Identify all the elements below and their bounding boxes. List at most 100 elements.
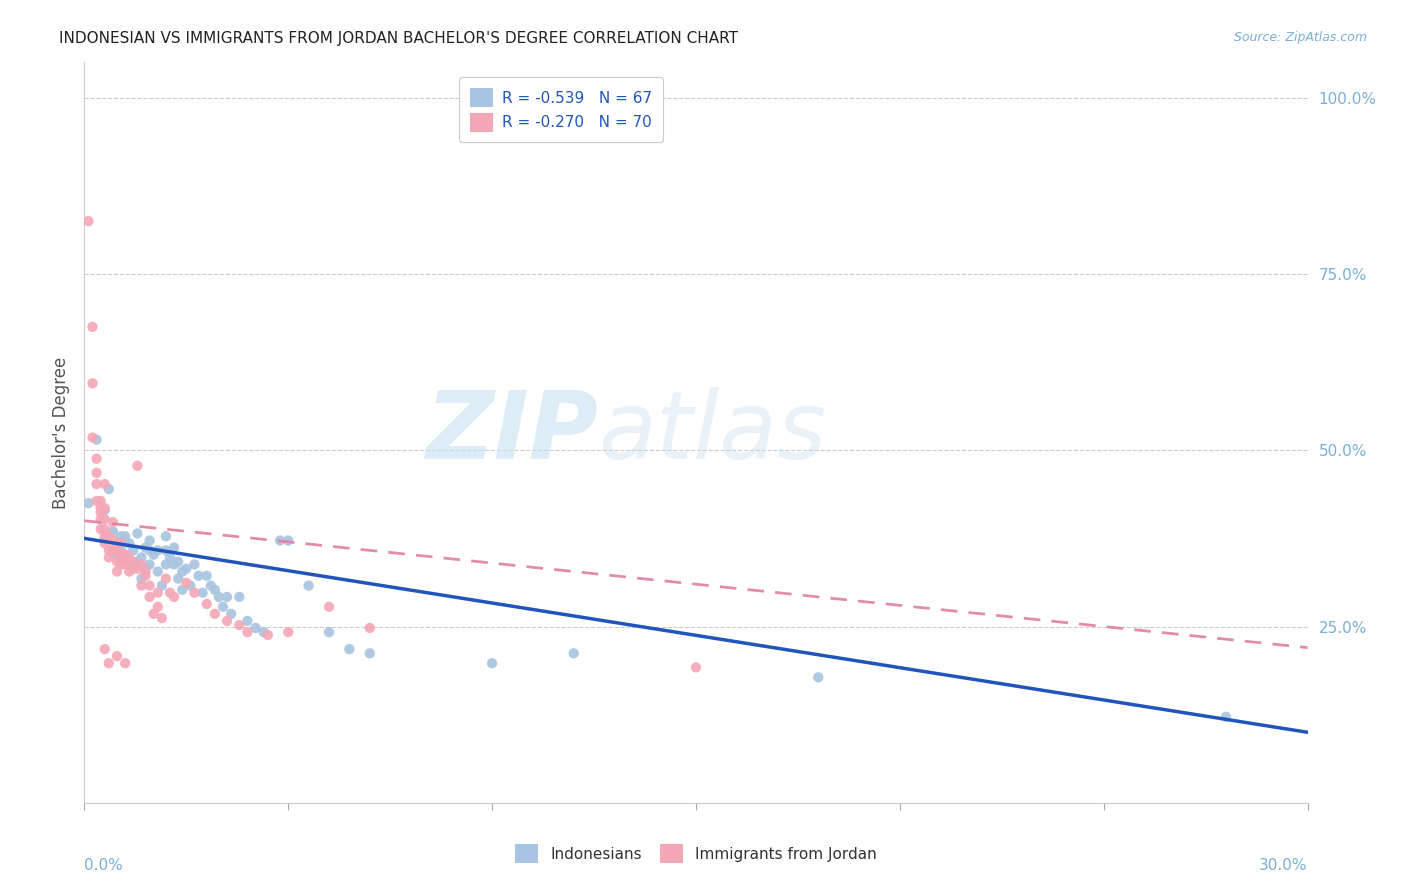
Point (90, 512, 112, 526)
Point (318, 599, 340, 614)
Text: Source: ZipAtlas.com: Source: ZipAtlas.com (1233, 31, 1367, 45)
Point (167, 572, 190, 586)
Point (807, 670, 830, 684)
Point (135, 565, 157, 579)
Point (138, 533, 160, 548)
Point (93, 501, 115, 516)
Point (105, 536, 128, 550)
Point (122, 562, 145, 576)
Point (150, 579, 173, 593)
Point (90, 494, 112, 508)
Point (277, 533, 299, 548)
Point (1215, 710, 1237, 724)
Point (86, 494, 108, 508)
Point (236, 625, 259, 640)
Point (93, 529, 115, 543)
Point (142, 548, 165, 562)
Point (245, 621, 267, 635)
Point (90, 505, 112, 519)
Point (131, 550, 153, 565)
Point (187, 568, 209, 582)
Text: 30.0%: 30.0% (1260, 858, 1308, 873)
Point (155, 543, 177, 558)
Point (135, 541, 157, 555)
Point (138, 543, 160, 558)
Point (155, 529, 177, 543)
Point (101, 543, 124, 558)
Point (110, 550, 132, 565)
Point (110, 558, 132, 572)
Point (204, 607, 226, 621)
Point (105, 545, 128, 559)
Point (101, 515, 124, 529)
Point (127, 526, 149, 541)
Text: ZIP: ZIP (425, 386, 598, 479)
Point (118, 555, 141, 569)
Point (118, 536, 141, 550)
Point (359, 621, 381, 635)
Point (204, 582, 226, 597)
Point (118, 550, 141, 565)
Point (159, 585, 181, 599)
Point (105, 555, 128, 569)
Point (195, 597, 218, 611)
Point (110, 543, 132, 558)
Point (97, 543, 120, 558)
Text: 0.0%: 0.0% (84, 858, 124, 873)
Point (114, 548, 136, 562)
Point (179, 579, 201, 593)
Point (127, 562, 149, 576)
Point (131, 579, 153, 593)
Point (77, 496, 100, 510)
Point (110, 548, 132, 562)
Point (298, 579, 321, 593)
Point (172, 565, 194, 579)
Point (191, 585, 214, 599)
Point (253, 625, 276, 640)
Point (146, 565, 169, 579)
Point (174, 575, 197, 590)
Point (138, 558, 160, 572)
Point (114, 550, 136, 565)
Point (97, 656, 120, 670)
Point (82, 319, 104, 334)
Point (122, 555, 145, 569)
Point (146, 599, 169, 614)
Point (359, 646, 381, 660)
Point (93, 536, 115, 550)
Point (127, 555, 149, 569)
Point (135, 562, 157, 576)
Point (101, 524, 124, 539)
Point (163, 541, 186, 555)
Point (105, 543, 128, 558)
Point (101, 545, 124, 559)
Text: INDONESIAN VS IMMIGRANTS FROM JORDAN BACHELOR'S DEGREE CORRELATION CHART: INDONESIAN VS IMMIGRANTS FROM JORDAN BAC… (59, 31, 738, 46)
Point (142, 607, 165, 621)
Point (163, 558, 186, 572)
Point (318, 625, 340, 640)
Point (150, 611, 173, 625)
Point (228, 590, 250, 604)
Point (82, 431, 104, 445)
Point (93, 522, 115, 536)
Point (90, 522, 112, 536)
Point (122, 543, 145, 558)
Point (90, 501, 112, 516)
Point (217, 590, 239, 604)
Point (163, 590, 186, 604)
Point (114, 548, 136, 562)
Point (86, 433, 108, 447)
Point (131, 558, 153, 572)
Point (114, 529, 136, 543)
Point (183, 558, 205, 572)
Point (155, 558, 177, 572)
Point (86, 477, 108, 491)
Point (562, 646, 585, 660)
Point (200, 579, 222, 593)
Point (138, 579, 160, 593)
Point (110, 536, 132, 550)
Point (105, 649, 128, 664)
Point (114, 656, 136, 670)
Point (93, 512, 115, 526)
Point (146, 543, 169, 558)
